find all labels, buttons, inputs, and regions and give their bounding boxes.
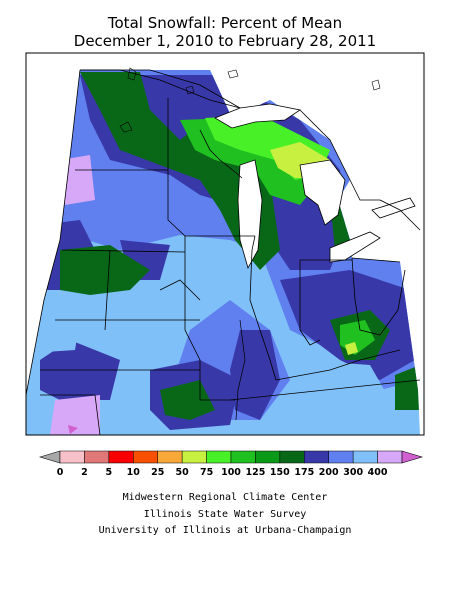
legend-tick-label: 300: [343, 467, 363, 478]
legend-swatch: [328, 450, 354, 464]
legend-swatch: [181, 450, 207, 464]
lake-superior: [214, 103, 302, 129]
map-title: Total Snowfall: Percent of Mean: [107, 14, 343, 32]
legend-tick-label: 200: [319, 467, 339, 478]
legend-tick-label: 150: [270, 467, 290, 478]
island-outlines: [119, 67, 381, 133]
legend-arrow-high: [401, 450, 424, 464]
lake-michigan: [237, 159, 263, 270]
lake-ontario: [371, 197, 416, 219]
credit-mrcc: Midwestern Regional Climate Center: [122, 492, 328, 503]
legend-swatch: [133, 450, 158, 464]
state-boundaries: [26, 69, 421, 435]
map-frame: [25, 52, 425, 436]
legend-tick-label: 2: [81, 467, 88, 478]
legend-arrow-low: [38, 450, 61, 464]
legend-swatch: [84, 450, 110, 464]
map-date-range: December 1, 2010 to February 28, 2011: [73, 32, 377, 50]
legend-swatch: [377, 450, 403, 464]
legend-tick-label: 175: [294, 467, 314, 478]
legend-tick-label: 5: [106, 467, 113, 478]
legend-tick-label: 50: [176, 467, 190, 478]
lake-huron: [299, 159, 346, 226]
legend-tick-label: 25: [151, 467, 164, 478]
legend-swatch: [230, 450, 256, 464]
legend-tick-label: 400: [368, 467, 388, 478]
legend-swatch: [157, 450, 183, 464]
credit-uiuc: University of Illinois at Urbana-Champai…: [98, 525, 352, 536]
legend-swatch: [304, 450, 329, 464]
legend-tick-label: 125: [246, 467, 266, 478]
legend-swatch: [279, 450, 305, 464]
legend-tick-label: 10: [127, 467, 141, 478]
legend-colorbar: 0 2 5 10 25 50 75 100 125 150 175 200 300 400: [38, 450, 424, 478]
great-lakes: [214, 103, 416, 270]
legend-tick-label: 0: [57, 467, 64, 478]
legend-swatch: [255, 450, 281, 464]
legend-swatch: [352, 450, 378, 464]
credit-isws: Illinois State Water Survey: [143, 509, 307, 520]
legend-swatch: [59, 450, 85, 464]
legend-tick-label: 75: [200, 467, 213, 478]
legend-tick-label: 100: [221, 467, 241, 478]
legend-swatch: [206, 450, 232, 464]
legend-swatch: [108, 450, 134, 464]
